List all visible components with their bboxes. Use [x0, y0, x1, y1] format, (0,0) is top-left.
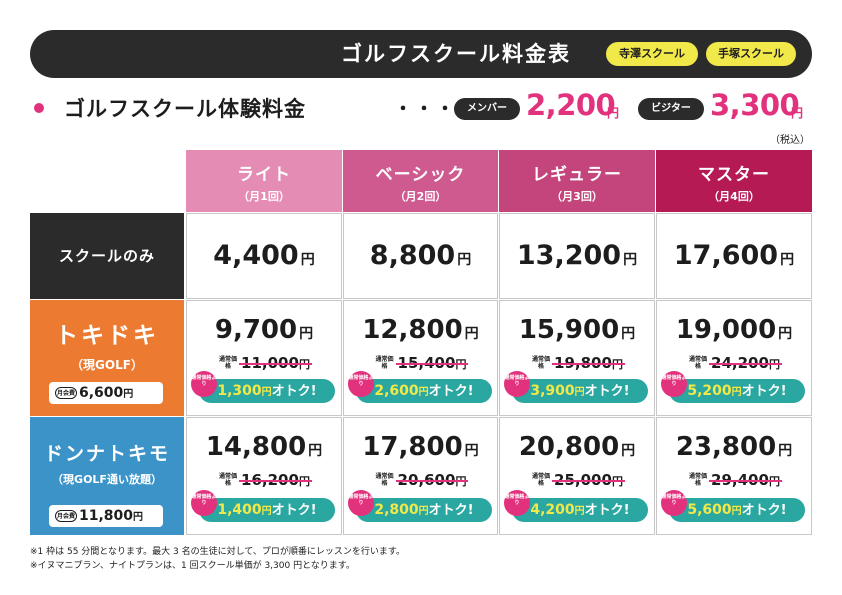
- trial-dots: ・・・: [394, 99, 457, 120]
- price-value: 13,200 円: [516, 240, 638, 271]
- row-header-school-only: スクールのみ: [30, 213, 184, 299]
- branch-tag-tezuka: 手塚スクール: [706, 42, 796, 66]
- footnote: ※1 枠は 55 分間となります。最大 3 名の生徒に対して、プロが順番にレッス…: [30, 547, 405, 557]
- page-title: ゴルフスクール料金表: [341, 42, 571, 66]
- price-value: 23,800 円: [675, 432, 793, 462]
- row-sublabel: （現GOLF）: [71, 358, 143, 372]
- member-pill: メンバー: [454, 98, 520, 120]
- price-cell: 4,400 円: [186, 213, 342, 299]
- visitor-pill: ビジター: [638, 98, 704, 120]
- original-price: 通常価格 11,000円: [219, 353, 312, 372]
- trial-label: ゴルフスクール体験料金: [64, 97, 306, 121]
- price-cell: 17,800 円 通常価格 20,600円 2,800円オトク! 通常価格より: [343, 417, 498, 535]
- member-trial-yen: 円: [607, 106, 620, 120]
- price-value: 8,800 円: [369, 240, 472, 271]
- monthly-fee-value: 11,800: [79, 508, 134, 524]
- row-header-tokidoki: トキドキ （現GOLF） 月会費 6,600円: [30, 300, 184, 416]
- column-name: マスター: [698, 165, 770, 185]
- regular-price-badge: 通常価格より: [191, 490, 217, 516]
- column-name: ベーシック: [375, 165, 466, 185]
- price-cell: 12,800 円 通常価格 15,400円 2,600円オトク! 通常価格より: [343, 300, 498, 416]
- monthly-fee-box: 月会費 6,600円: [49, 382, 163, 404]
- regular-price-badge: 通常価格より: [504, 371, 530, 397]
- row-header-donnatokimo: ドンナトキモ （現GOLF通い放題） 月会費 11,800円: [30, 417, 184, 535]
- original-price: 通常価格 20,600円: [375, 470, 469, 489]
- column-name: ライト: [237, 165, 291, 185]
- monthly-fee-value: 6,600: [79, 385, 124, 401]
- regular-price-badge: 通常価格より: [661, 371, 687, 397]
- row-label: ドンナトキモ: [43, 443, 170, 465]
- price-value: 14,800 円: [205, 432, 323, 462]
- regular-price-badge: 通常価格より: [661, 490, 687, 516]
- row-label: スクールのみ: [58, 247, 155, 265]
- branch-tag-terasawa: 寺澤スクール: [606, 42, 698, 66]
- column-frequency: （月2回）: [394, 190, 447, 203]
- column-header-basic: ベーシック （月2回）: [343, 150, 498, 212]
- monthly-fee-tag: 月会費: [55, 510, 77, 522]
- price-cell: 19,000 円 通常価格 24,200円 5,200円オトク! 通常価格より: [656, 300, 812, 416]
- row-label: トキドキ: [55, 323, 159, 349]
- tax-note: （税込）: [770, 135, 810, 146]
- column-header-light: ライト （月1回）: [186, 150, 342, 212]
- column-frequency: （月1回）: [238, 190, 290, 203]
- price-value: 4,400 円: [213, 240, 315, 271]
- monthly-fee-tag: 月会費: [55, 387, 77, 399]
- regular-price-badge: 通常価格より: [191, 371, 217, 397]
- savings-pill: 3,900円オトク!: [512, 379, 648, 403]
- price-cell: 8,800 円: [343, 213, 498, 299]
- original-price: 通常価格 29,400円: [689, 470, 782, 489]
- price-cell: 13,200 円: [499, 213, 655, 299]
- price-cell: 17,600 円: [656, 213, 812, 299]
- price-cell: 23,800 円 通常価格 29,400円 5,600円オトク! 通常価格より: [656, 417, 812, 535]
- original-price: 通常価格 24,200円: [689, 353, 782, 372]
- column-name: レギュラー: [532, 165, 622, 185]
- visitor-trial-yen: 円: [791, 106, 804, 120]
- visitor-trial-price: 3,300: [710, 88, 800, 122]
- price-value: 9,700 円: [214, 315, 314, 345]
- header-bar: ゴルフスクール料金表 寺澤スクール 手塚スクール: [30, 30, 812, 78]
- monthly-fee-box: 月会費 11,800円: [49, 505, 163, 527]
- price-cell: 15,900 円 通常価格 19,800円 3,900円オトク! 通常価格より: [499, 300, 655, 416]
- price-cell: 20,800 円 通常価格 25,000円 4,200円オトク! 通常価格より: [499, 417, 655, 535]
- original-price: 通常価格 15,400円: [375, 353, 469, 372]
- footnote: ※イヌマニプラン、ナイトプランは、1 回スクール単価が 3,300 円となります…: [30, 561, 355, 571]
- bullet-dot-icon: [34, 103, 44, 113]
- regular-price-badge: 通常価格より: [348, 371, 374, 397]
- price-value: 20,800 円: [518, 432, 636, 462]
- price-value: 15,900 円: [518, 315, 636, 345]
- savings-pill: 2,800円オトク!: [356, 498, 492, 522]
- regular-price-badge: 通常価格より: [504, 490, 530, 516]
- column-frequency: （月4回）: [708, 190, 760, 203]
- price-value: 17,800 円: [362, 432, 479, 462]
- price-cell: 14,800 円 通常価格 16,200円 1,400円オトク! 通常価格より: [186, 417, 342, 535]
- savings-pill: 5,600円オトク!: [669, 498, 805, 522]
- column-frequency: （月3回）: [551, 190, 603, 203]
- column-header-master: マスター （月4回）: [656, 150, 812, 212]
- original-price: 通常価格 25,000円: [532, 470, 625, 489]
- regular-price-badge: 通常価格より: [348, 490, 374, 516]
- price-cell: 9,700 円 通常価格 11,000円 1,300円オトク! 通常価格より: [186, 300, 342, 416]
- savings-pill: 2,600円オトク!: [356, 379, 492, 403]
- price-value: 19,000 円: [675, 315, 793, 345]
- row-sublabel: （現GOLF通い放題）: [52, 473, 162, 486]
- price-value: 12,800 円: [362, 315, 479, 345]
- savings-pill: 5,200円オトク!: [669, 379, 805, 403]
- savings-pill: 4,200円オトク!: [512, 498, 648, 522]
- price-value: 17,600 円: [673, 240, 795, 271]
- column-header-regular: レギュラー （月3回）: [499, 150, 655, 212]
- savings-pill: 1,400円オトク!: [199, 498, 335, 522]
- original-price: 通常価格 16,200円: [219, 470, 312, 489]
- member-trial-price: 2,200: [526, 88, 616, 122]
- original-price: 通常価格 19,800円: [532, 353, 625, 372]
- savings-pill: 1,300円オトク!: [199, 379, 335, 403]
